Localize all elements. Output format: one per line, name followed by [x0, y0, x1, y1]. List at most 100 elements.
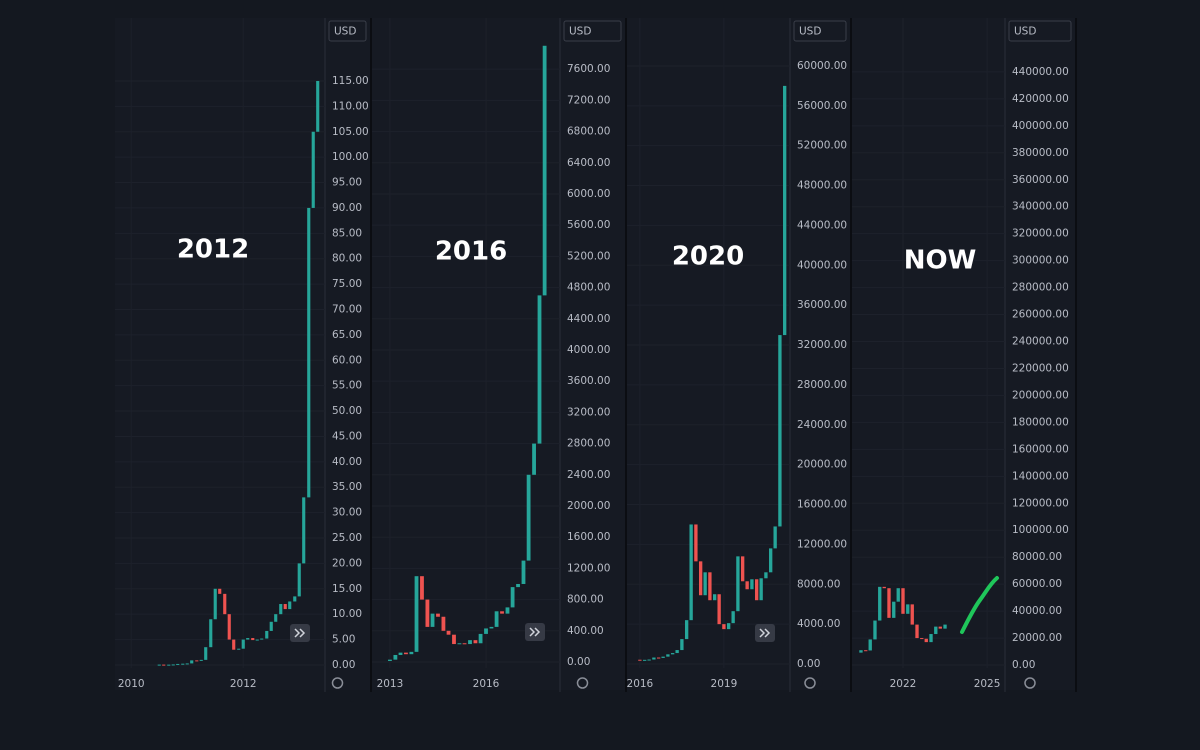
candle [185, 663, 189, 665]
candle [670, 653, 675, 655]
y-tick-label: 70.00 [332, 303, 362, 315]
candle [171, 664, 175, 666]
y-tick-label: 3200.00 [567, 406, 610, 418]
candle [223, 593, 227, 615]
y-tick-label: 420000.00 [1012, 93, 1069, 105]
candle [722, 624, 726, 630]
candle [478, 633, 483, 644]
y-tick-label: 180000.00 [1012, 416, 1069, 428]
y-tick-label: 100000.00 [1012, 524, 1069, 536]
y-tick-label: 6800.00 [567, 126, 610, 138]
y-tick-label: 200000.00 [1012, 389, 1069, 401]
y-tick-label: 110.00 [332, 100, 369, 112]
scroll-icon [294, 628, 306, 638]
candles [638, 85, 787, 661]
panel-background [115, 18, 370, 690]
y-tick-label: 65.00 [332, 329, 362, 341]
candle [703, 572, 707, 596]
y-tick-label: 15.00 [332, 583, 362, 595]
y-tick-label: 105.00 [332, 126, 369, 138]
candle [656, 657, 661, 659]
candle [452, 634, 456, 645]
candle [237, 648, 241, 650]
candle [901, 588, 905, 614]
candle [199, 659, 203, 661]
scroll-icon [759, 628, 771, 638]
candle [279, 604, 283, 615]
y-tick-label: 7600.00 [567, 63, 610, 75]
candle [689, 524, 693, 621]
candle [297, 563, 301, 597]
candle [896, 588, 900, 602]
candle [778, 335, 782, 527]
x-tick-label: 2025 [974, 678, 1001, 690]
currency-label: USD [1014, 26, 1036, 38]
y-tick-label: 7200.00 [567, 94, 610, 106]
candle [468, 640, 472, 645]
y-tick-label: 10.00 [332, 608, 362, 620]
y-tick-label: 5600.00 [567, 219, 610, 231]
y-tick-label: 0.00 [1012, 659, 1035, 671]
candle [195, 660, 199, 662]
y-tick-label: 0.00 [567, 656, 590, 668]
y-tick-label: 95.00 [332, 177, 362, 189]
candle [938, 626, 942, 629]
settings-icon[interactable] [804, 677, 816, 689]
currency-label: USD [569, 26, 591, 38]
y-tick-label: 40.00 [332, 456, 362, 468]
settings-icon[interactable] [576, 677, 589, 689]
y-tick-label: 2000.00 [567, 500, 610, 512]
candle [425, 599, 430, 627]
candle [181, 663, 185, 665]
panel-title: 2016 [435, 237, 507, 267]
y-tick-label: 800.00 [567, 594, 604, 606]
candle [414, 576, 419, 652]
candle [213, 588, 217, 620]
y-tick-label: 2800.00 [567, 438, 610, 450]
y-tick-label: 52000.00 [797, 140, 847, 152]
candle [283, 604, 287, 610]
candle [741, 556, 745, 582]
candle [755, 579, 759, 601]
candle [255, 639, 259, 641]
currency-box [793, 20, 847, 42]
y-tick-label: 340000.00 [1012, 201, 1069, 213]
candle [698, 561, 703, 596]
candle [684, 620, 689, 640]
y-tick-label: 240000.00 [1012, 336, 1069, 348]
y-tick-label: 60000.00 [1012, 578, 1062, 590]
y-tick-label: 56000.00 [797, 100, 847, 112]
y-tick-label: 360000.00 [1012, 174, 1069, 186]
y-tick-label: 44000.00 [797, 219, 847, 231]
y-tick-label: 6400.00 [567, 157, 610, 169]
candle [388, 659, 392, 661]
candle [167, 664, 171, 666]
candle [542, 45, 547, 296]
x-tick-label: 2012 [230, 678, 257, 690]
y-tick-label: 4000.00 [797, 618, 840, 630]
candle [878, 586, 882, 621]
y-tick-label: 24000.00 [797, 419, 847, 431]
y-tick-label: 80.00 [332, 253, 362, 265]
y-tick-label: 6000.00 [567, 188, 610, 200]
candle [398, 652, 403, 655]
y-tick-label: 0.00 [332, 659, 355, 671]
y-tick-label: 140000.00 [1012, 470, 1069, 482]
candle [311, 131, 315, 208]
candle [162, 664, 166, 666]
settings-icon[interactable] [331, 677, 344, 689]
x-tick-label: 2022 [890, 678, 917, 690]
currency-box [328, 20, 367, 42]
candle [232, 639, 236, 650]
y-tick-label: 440000.00 [1012, 66, 1069, 78]
y-tick-label: 5.00 [332, 634, 355, 646]
settings-icon[interactable] [1024, 677, 1036, 689]
candle [241, 639, 245, 649]
candle [873, 620, 877, 640]
y-tick-label: 60000.00 [797, 60, 847, 72]
y-tick-label: 25.00 [332, 532, 362, 544]
candles [157, 80, 320, 666]
y-tick-label: 400.00 [567, 625, 604, 637]
candle [638, 659, 642, 661]
